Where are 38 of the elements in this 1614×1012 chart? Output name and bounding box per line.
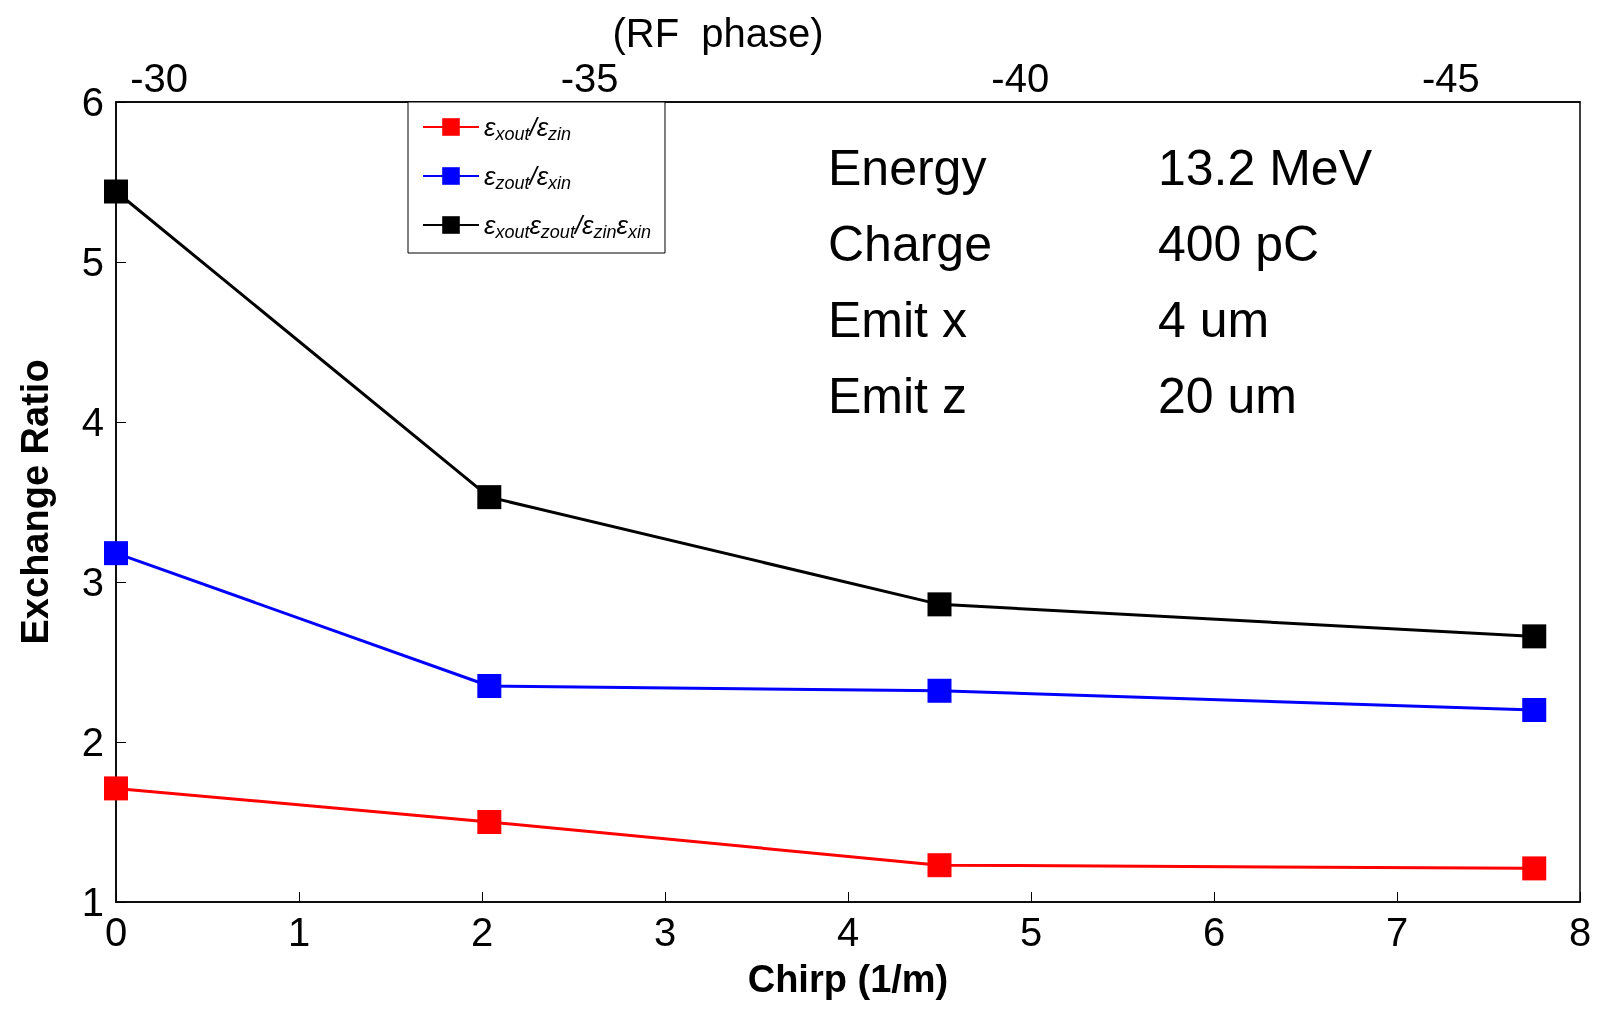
text: Energy 13.2 MeV bbox=[828, 140, 1373, 196]
point bbox=[1522, 697, 1547, 722]
x-tick-label: 3 bbox=[653, 910, 677, 954]
text: Charge 400 pC bbox=[828, 216, 1320, 272]
point bbox=[927, 678, 952, 703]
y-axis-title: Exchange Ratio bbox=[14, 359, 56, 645]
y-tick-label: 6 bbox=[81, 79, 104, 124]
point bbox=[927, 853, 952, 878]
x-tick-label: 7 bbox=[1385, 910, 1409, 954]
x-tick-label: 1 bbox=[287, 910, 311, 954]
text: Emit x 4 um bbox=[828, 292, 1270, 348]
x2-tick-label: -45 bbox=[1421, 55, 1480, 100]
x-tick-label: 0 bbox=[104, 910, 128, 954]
text: Emit z 20 um bbox=[828, 368, 1297, 424]
point bbox=[104, 541, 128, 566]
x-tick-label: 8 bbox=[1568, 910, 1592, 954]
x-tick-label: 6 bbox=[1202, 910, 1226, 954]
y-tick-label: 3 bbox=[81, 559, 104, 604]
y-tick-label: 4 bbox=[81, 399, 104, 444]
point bbox=[104, 179, 128, 204]
y-tick-label: 5 bbox=[81, 239, 104, 284]
y-tick-label: 1 bbox=[81, 880, 104, 924]
x-tick-label: 2 bbox=[470, 910, 494, 954]
x-axis-title: Chirp (1/m) bbox=[747, 958, 949, 1000]
point bbox=[477, 485, 502, 510]
y-tick-label: 2 bbox=[81, 719, 104, 764]
x2-tick-label: -30 bbox=[130, 55, 188, 100]
x2-tick-label: -35 bbox=[560, 55, 619, 100]
point bbox=[1522, 856, 1547, 881]
point bbox=[477, 809, 502, 834]
point bbox=[1522, 624, 1547, 649]
x2-tick-label: -40 bbox=[991, 55, 1050, 100]
point bbox=[477, 673, 502, 698]
x-tick-label: 4 bbox=[836, 910, 860, 954]
x-tick-label: 5 bbox=[1019, 910, 1043, 954]
point bbox=[927, 592, 952, 617]
point bbox=[104, 776, 128, 801]
x2-axis-title: (RF phase) bbox=[612, 11, 824, 55]
